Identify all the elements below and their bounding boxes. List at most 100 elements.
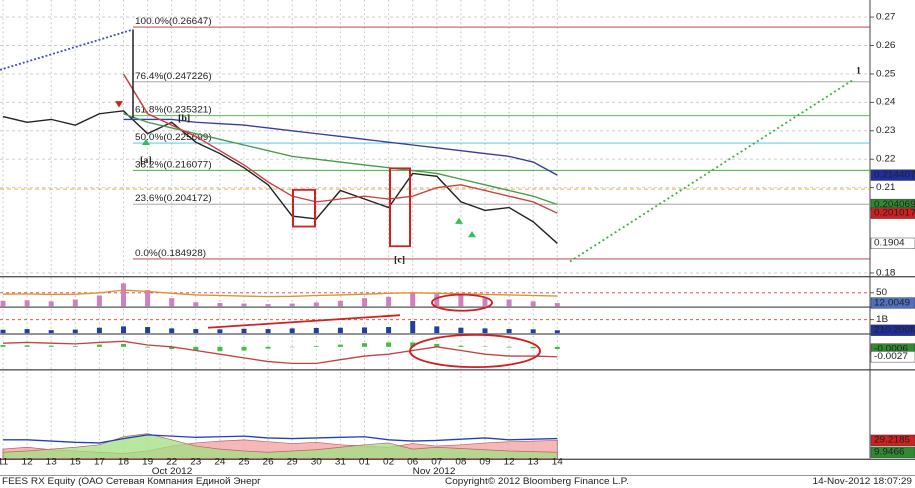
bar xyxy=(0,329,6,334)
line xyxy=(2,340,558,365)
decorations xyxy=(0,28,853,369)
x-tick-label: 22 xyxy=(166,457,177,467)
bar xyxy=(217,346,223,352)
bar xyxy=(313,327,319,334)
y-tick-label: 50 xyxy=(876,288,887,298)
value-tag xyxy=(870,169,915,181)
bar xyxy=(145,290,151,307)
bar xyxy=(506,299,512,307)
bar xyxy=(72,299,78,307)
bar xyxy=(241,328,247,334)
bar xyxy=(241,303,247,307)
footer-right: 14-Nov-2012 18:07:29 xyxy=(813,477,912,487)
bar xyxy=(121,283,126,307)
value-tag-label: 0.214407 xyxy=(874,170,915,180)
x-tick-label: 06 xyxy=(407,457,418,467)
bar xyxy=(386,296,392,307)
bar xyxy=(362,327,367,334)
value-tag-label: -0.0006 xyxy=(874,344,908,354)
x-tick-label: 24 xyxy=(214,457,225,467)
bar xyxy=(96,327,102,334)
y-tick-label: 0.24 xyxy=(876,97,895,107)
annotation: [b] xyxy=(178,115,190,124)
bar xyxy=(313,346,319,347)
bar xyxy=(48,330,54,334)
x-tick-label: 01 xyxy=(359,457,370,467)
bar xyxy=(72,346,78,347)
annotation: 1 xyxy=(856,67,861,76)
line xyxy=(123,113,558,206)
value-tag-label: 210.200M xyxy=(874,325,915,335)
bar xyxy=(265,329,271,334)
bar xyxy=(241,346,247,351)
footer-left: FEES RX Equity (ОАО Сетевая Компания Еди… xyxy=(2,477,261,487)
bar xyxy=(72,329,78,334)
bar xyxy=(458,295,464,307)
line xyxy=(3,434,558,444)
x-tick-label: 23 xyxy=(190,457,201,467)
bar xyxy=(530,329,536,334)
x-tick-label: 12 xyxy=(504,457,515,467)
highlight-box xyxy=(389,167,411,248)
bar xyxy=(193,346,199,351)
bar xyxy=(48,301,54,307)
bar xyxy=(362,298,367,307)
value-tag xyxy=(870,446,915,458)
bar xyxy=(458,327,464,334)
fib-label: 0.0%(0.184928) xyxy=(135,248,206,258)
bar xyxy=(410,292,416,307)
x-tick-label: 07 xyxy=(431,457,442,467)
y-tick-label: 0.23 xyxy=(876,126,895,136)
fib-label: 61.8%(0.235321) xyxy=(135,105,212,115)
bar xyxy=(313,302,319,307)
trend-line xyxy=(207,314,401,329)
bar xyxy=(530,301,536,307)
bar xyxy=(0,300,6,307)
bar xyxy=(121,343,126,347)
bar xyxy=(169,298,175,307)
value-tag xyxy=(870,297,915,309)
bar xyxy=(0,344,6,347)
value-tag xyxy=(870,351,915,363)
y-tick-label: 0.26 xyxy=(876,40,895,50)
bar xyxy=(265,304,271,307)
bar xyxy=(482,328,488,334)
x-tick-label: 13 xyxy=(46,457,57,467)
bar xyxy=(265,346,271,349)
x-tick-label: 18 xyxy=(118,457,129,467)
marker xyxy=(455,217,463,224)
bar xyxy=(530,346,536,349)
bar xyxy=(96,295,102,307)
bar xyxy=(337,327,343,334)
bar xyxy=(337,300,343,307)
x-tick-label: 11 xyxy=(0,457,8,467)
month-label: Nov 2012 xyxy=(413,467,456,477)
x-tick-label: 08 xyxy=(455,457,466,467)
x-tick-label: 15 xyxy=(70,457,81,467)
fib-label: 38.2%(0.216077) xyxy=(135,160,212,170)
value-tag-label: 12.0049 xyxy=(874,298,910,308)
fib-label: 76.4%(0.247226) xyxy=(135,71,212,81)
bar xyxy=(289,303,295,307)
x-tick-label: 26 xyxy=(263,457,274,467)
value-tag-label: 0.1904 xyxy=(874,238,905,248)
bar xyxy=(193,302,199,307)
bar xyxy=(506,329,512,334)
trend-line xyxy=(0,28,134,71)
x-tick-label: 12 xyxy=(22,457,33,467)
highlight-box xyxy=(292,188,316,228)
bar xyxy=(434,343,440,347)
bar xyxy=(217,329,223,334)
line xyxy=(122,73,558,214)
value-tag xyxy=(870,207,915,219)
bar xyxy=(48,345,54,347)
footer-center: Copyright© 2012 Bloomberg Finance L.P. xyxy=(445,477,629,487)
bar xyxy=(554,346,560,350)
month-label: Oct 2012 xyxy=(152,467,193,477)
bar xyxy=(289,328,295,334)
bar xyxy=(24,345,30,347)
y-tick-label: 1B xyxy=(876,314,888,324)
bar xyxy=(24,329,30,334)
